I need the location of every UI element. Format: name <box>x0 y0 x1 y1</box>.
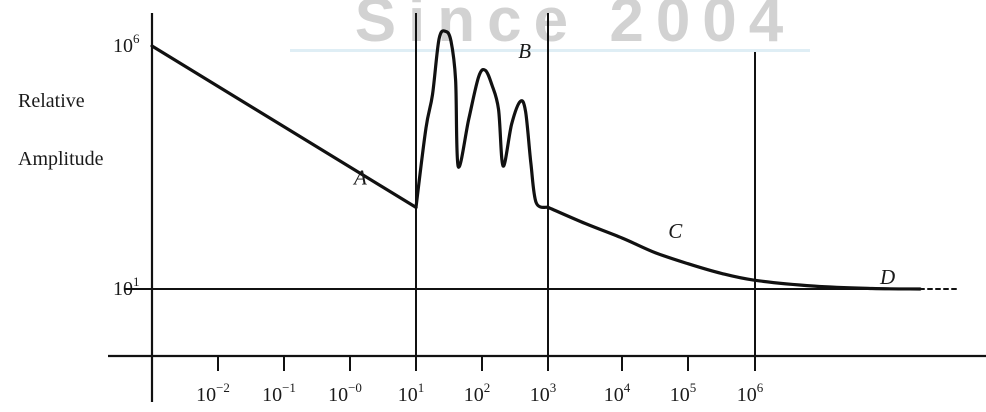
x-tick-label: 101 <box>398 380 425 406</box>
curve-segment-c <box>546 205 922 291</box>
y-axis-label-line-2: Amplitude <box>18 148 104 170</box>
x-tick-label: 10−2 <box>196 380 230 406</box>
x-tick-label: 104 <box>604 380 631 406</box>
y-tick-label-bottom: 101 <box>113 274 140 300</box>
x-tick-label: 103 <box>530 380 557 406</box>
reference-lines <box>124 13 920 356</box>
y-tick-label-top: 106 <box>113 31 140 57</box>
region-label-a: A <box>352 166 367 190</box>
watermark-underline <box>290 49 810 52</box>
x-tick-label: 10−1 <box>262 380 296 406</box>
curve-series <box>150 29 961 291</box>
x-tick-label: 102 <box>464 380 491 406</box>
watermark: Since 2004 <box>355 0 796 55</box>
x-tick-label: 105 <box>670 380 697 406</box>
curve-segment-a <box>150 44 418 209</box>
y-axis-label-line-1: Relative <box>18 90 85 112</box>
region-labels: A B C D <box>352 39 895 289</box>
region-label-b: B <box>518 39 531 63</box>
region-label-c: C <box>668 219 683 243</box>
curve-segment-b <box>414 29 550 210</box>
region-label-d: D <box>879 265 895 289</box>
x-axis-ticks: 10−2 10−1 10−0 101 102 103 104 105 106 <box>196 356 764 406</box>
x-tick-label: 106 <box>737 380 764 406</box>
x-tick-label: 10−0 <box>328 380 362 406</box>
